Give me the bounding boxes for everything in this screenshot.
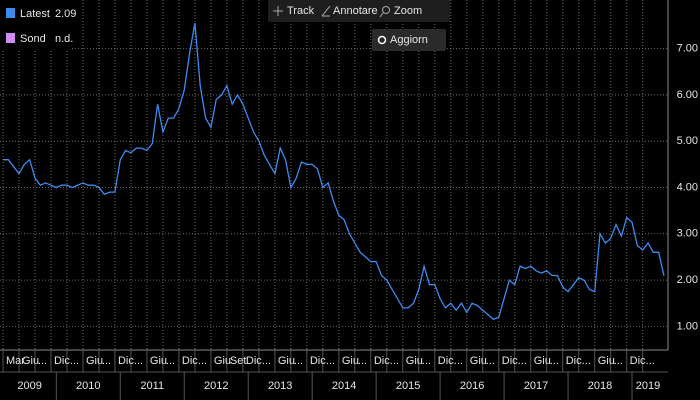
x-tick-label: ... xyxy=(326,355,335,367)
legend-value: 2.09 xyxy=(55,8,76,20)
refresh-button[interactable]: Aggiorn xyxy=(372,29,446,51)
x-tick-label: ... xyxy=(454,355,463,367)
annotate-icon xyxy=(321,5,331,17)
series-line xyxy=(3,22,665,321)
x-tick-label: Giu xyxy=(598,355,615,367)
year-label: 2009 xyxy=(17,380,41,392)
x-tick-label: Mar xyxy=(6,355,25,367)
x-tick-label: ... xyxy=(38,355,47,367)
x-tick-label: ... xyxy=(166,355,175,367)
x-tick-label: Giu xyxy=(470,355,487,367)
x-tick-label: Giu xyxy=(86,355,103,367)
x-tick-label: Dic xyxy=(374,355,390,367)
x-tick-label: Dic xyxy=(566,355,582,367)
zoom-tool[interactable]: Zoom xyxy=(379,5,422,18)
x-tick-label: ... xyxy=(614,355,623,367)
x-tick-label: Dic xyxy=(246,355,262,367)
x-tick-label: Dic xyxy=(438,355,454,367)
legend-label: Latest xyxy=(20,8,50,20)
year-label: 2016 xyxy=(460,380,484,392)
x-tick-label: ... xyxy=(102,355,111,367)
x-tick-label: Set xyxy=(230,355,247,367)
x-tick-label: ... xyxy=(294,355,303,367)
y-tick-label: 7.00 xyxy=(677,43,698,55)
zoom-label[interactable]: Zoom xyxy=(394,5,422,17)
track-label[interactable]: Track xyxy=(287,5,315,17)
x-tick-label: ... xyxy=(582,355,591,367)
y-tick-label: 1.00 xyxy=(677,320,698,332)
year-label: 2010 xyxy=(76,380,100,392)
year-label: 2015 xyxy=(396,380,420,392)
x-tick-label: Dic xyxy=(630,355,646,367)
x-tick-label: Giu xyxy=(150,355,167,367)
year-label: 2014 xyxy=(332,380,356,392)
refresh-bg[interactable] xyxy=(372,29,446,51)
annotate-label[interactable]: Annotare xyxy=(333,5,378,17)
zoom-icon xyxy=(382,6,390,14)
track-icon xyxy=(273,6,283,16)
refresh-label[interactable]: Aggiorn xyxy=(390,34,428,46)
x-tick-label: ... xyxy=(70,355,79,367)
zoom-icon xyxy=(379,12,384,18)
y-tick-label: 2.00 xyxy=(677,274,698,286)
y-tick-label: 4.00 xyxy=(677,181,698,193)
x-tick-label: ... xyxy=(422,355,431,367)
x-tick-label: ... xyxy=(262,355,271,367)
legend-value: n.d. xyxy=(55,33,73,45)
x-tick-label: ... xyxy=(486,355,495,367)
toolbar-bg xyxy=(268,0,450,22)
toolbar: Track Annotare Zoom Aggiorn xyxy=(268,0,450,51)
year-label: 2019 xyxy=(636,380,660,392)
year-label: 2011 xyxy=(140,380,164,392)
annotate-tool[interactable]: Annotare xyxy=(321,5,378,17)
x-tick-label: Giu xyxy=(406,355,423,367)
marks xyxy=(3,22,665,321)
refresh-icon xyxy=(377,35,387,45)
grid xyxy=(0,0,668,400)
x-tick-label: ... xyxy=(390,355,399,367)
x-tick-label: Dic xyxy=(310,355,326,367)
x-tick-label: ... xyxy=(358,355,367,367)
year-label: 2018 xyxy=(588,380,612,392)
year-label: 2013 xyxy=(268,380,292,392)
x-tick-label: ... xyxy=(198,355,207,367)
legend-swatch xyxy=(6,8,15,18)
x-tick-label: Giu xyxy=(214,355,231,367)
y-tick-label: 3.00 xyxy=(677,228,698,240)
x-tick-label: Giu xyxy=(342,355,359,367)
x-tick-label: ... xyxy=(518,355,527,367)
x-tick-label: ... xyxy=(134,355,143,367)
legend: Latest 2.09 Sond n.d. xyxy=(0,0,76,50)
x-tick-label: ... xyxy=(646,355,655,367)
year-label: 2017 xyxy=(524,380,548,392)
x-tick-label: Giu xyxy=(534,355,551,367)
y-tick-label: 5.00 xyxy=(677,135,698,147)
legend-swatch xyxy=(6,33,15,43)
x-tick-label: Dic xyxy=(182,355,198,367)
x-tick-label: Giu xyxy=(22,355,39,367)
y-tick-label: 6.00 xyxy=(677,89,698,101)
x-tick-label: ... xyxy=(550,355,559,367)
year-label: 2012 xyxy=(204,380,228,392)
x-tick-label: Dic xyxy=(54,355,70,367)
x-tick-label: Dic xyxy=(502,355,518,367)
legend-label: Sond xyxy=(20,33,46,45)
x-tick-label: Giu xyxy=(278,355,295,367)
track-tool[interactable]: Track xyxy=(273,5,315,17)
x-tick-label: Dic xyxy=(118,355,134,367)
